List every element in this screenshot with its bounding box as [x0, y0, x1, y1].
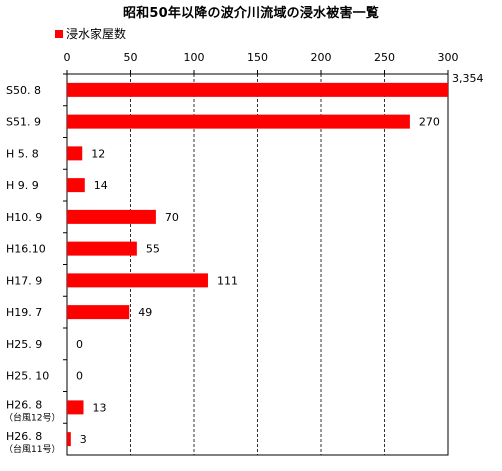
- x-tick-label: 300: [438, 51, 459, 64]
- category-label: H 5. 8: [6, 147, 39, 160]
- data-label: 0: [76, 370, 83, 383]
- data-label: 13: [93, 401, 107, 414]
- bar: [67, 114, 410, 129]
- category-label: H 9. 9: [6, 179, 39, 192]
- category-label: S51. 9: [6, 116, 41, 129]
- x-tick-label: 100: [184, 51, 205, 64]
- category-label: H25. 9: [6, 338, 42, 351]
- bar: [67, 400, 84, 415]
- data-label: 3,354: [452, 72, 484, 85]
- legend-swatch: [55, 29, 63, 38]
- data-label: 12: [91, 147, 105, 160]
- bar: [67, 273, 208, 288]
- category-label: H26. 8: [6, 430, 42, 443]
- x-tick-label: 150: [247, 51, 268, 64]
- category-label: H25. 10: [6, 370, 49, 383]
- category-label: H19. 7: [6, 306, 42, 319]
- bar: [67, 146, 83, 161]
- category-label: H26. 8: [6, 398, 42, 411]
- bar: [67, 305, 130, 320]
- x-tick-label: 0: [64, 51, 71, 64]
- legend: 浸水家屋数: [55, 25, 126, 42]
- data-label: 111: [217, 274, 238, 287]
- x-tick-label: 50: [124, 51, 138, 64]
- category-label: H17. 9: [6, 274, 42, 287]
- x-tick-label: 200: [311, 51, 332, 64]
- data-label: 49: [138, 306, 152, 319]
- category-sublabel: （台風12号）: [4, 411, 60, 423]
- bar: [67, 82, 448, 97]
- chart-title: 昭和50年以降の波介川流域の浸水被害一覧: [122, 6, 380, 21]
- bar: [67, 432, 71, 447]
- bar: [67, 209, 156, 224]
- data-label: 3: [80, 433, 87, 446]
- data-label: 0: [76, 338, 83, 351]
- category-label: H16.10: [6, 243, 46, 256]
- category-sublabel: （台風11号）: [4, 443, 60, 455]
- data-label: 14: [94, 179, 108, 192]
- category-label: H10. 9: [6, 211, 42, 224]
- data-label: 70: [165, 211, 179, 224]
- bar: [67, 241, 137, 256]
- data-label: 55: [146, 243, 160, 256]
- x-tick-label: 250: [374, 51, 395, 64]
- data-label: 270: [419, 116, 440, 129]
- bar: [67, 178, 85, 193]
- legend-label: 浸水家屋数: [66, 27, 127, 41]
- category-label: S50. 8: [6, 84, 41, 97]
